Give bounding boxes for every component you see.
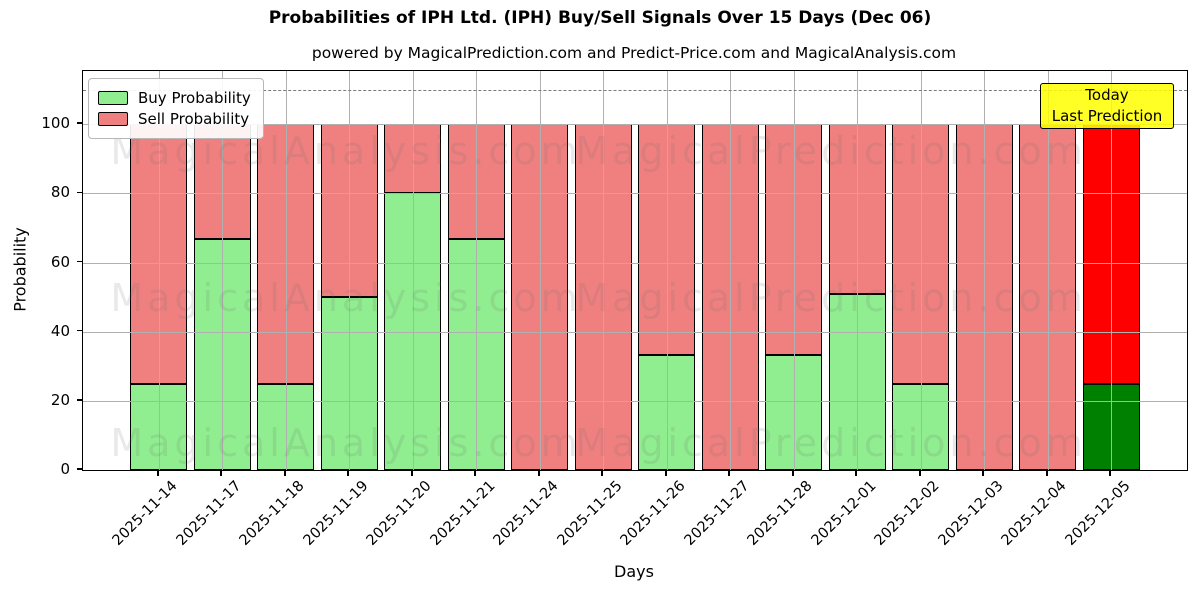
x-axis-label: Days — [614, 562, 654, 581]
bar-sell-segment — [828, 124, 886, 294]
today-annotation-box: Today Last Prediction — [1040, 83, 1174, 129]
bar-sell-segment — [320, 124, 378, 298]
x-tick-label: 2025-12-03 — [935, 478, 1007, 549]
bar-sell-segment — [1019, 124, 1077, 470]
y-tick-label: 60 — [50, 252, 70, 271]
bar-sell-segment — [257, 124, 315, 384]
sell-swatch-icon — [98, 112, 128, 126]
x-tick-mark — [220, 471, 223, 476]
x-tick-mark — [1109, 471, 1112, 476]
legend-item-sell: Sell Probability — [98, 110, 251, 128]
y-tick-mark — [77, 191, 82, 194]
y-tick-label: 40 — [50, 321, 70, 340]
today-annotation-line2: Last Prediction — [1051, 107, 1163, 125]
x-tick-label: 2025-11-24 — [491, 478, 563, 549]
bar-buy-segment — [447, 239, 505, 470]
x-tick-mark — [474, 471, 477, 476]
x-tick-label: 2025-11-28 — [745, 478, 817, 549]
x-tick-label: 2025-12-02 — [872, 478, 944, 549]
x-tick-mark — [728, 471, 731, 476]
bar-sell-segment — [955, 124, 1013, 470]
x-tick-mark — [982, 471, 985, 476]
legend-buy-label: Buy Probability — [138, 89, 251, 107]
bar-sell-segment — [384, 124, 442, 194]
bar-buy-segment — [130, 383, 188, 470]
buy-swatch-icon — [98, 91, 128, 105]
bar-buy-segment — [320, 297, 378, 470]
bar-buy-segment — [765, 354, 823, 470]
x-tick-mark — [601, 471, 604, 476]
x-tick-label: 2025-12-05 — [1062, 478, 1134, 549]
bar-buy-segment — [193, 239, 251, 470]
dashed-threshold-line — [83, 89, 1187, 91]
bar-sell-segment — [574, 124, 632, 470]
bar-sell-segment — [638, 124, 696, 355]
chart-title: Probabilities of IPH Ltd. (IPH) Buy/Sell… — [268, 8, 932, 28]
x-tick-mark — [347, 471, 350, 476]
y-tick-mark — [77, 329, 82, 332]
x-tick-mark — [918, 471, 921, 476]
x-tick-mark — [283, 471, 286, 476]
x-tick-mark — [791, 471, 794, 476]
bar-sell-segment — [765, 124, 823, 355]
y-tick-mark — [77, 260, 82, 263]
chart-subtitle: powered by MagicalPrediction.com and Pre… — [311, 44, 957, 62]
x-tick-label: 2025-12-04 — [999, 478, 1071, 549]
bar-sell-segment — [193, 124, 251, 240]
x-tick-label: 2025-11-25 — [554, 478, 626, 549]
today-annotation-line1: Today — [1085, 86, 1129, 104]
x-tick-label: 2025-11-20 — [364, 478, 436, 549]
x-tick-label: 2025-11-26 — [618, 478, 690, 549]
x-tick-mark — [664, 471, 667, 476]
x-tick-mark — [855, 471, 858, 476]
bar-sell-segment — [701, 124, 759, 470]
bar-buy-segment — [1082, 383, 1140, 470]
y-tick-mark — [77, 122, 82, 125]
bar-buy-segment — [257, 383, 315, 470]
y-tick-label: 20 — [50, 390, 70, 409]
x-tick-label: 2025-11-14 — [110, 478, 182, 549]
bar-sell-segment — [1082, 124, 1140, 384]
y-tick-label: 80 — [50, 183, 70, 202]
x-tick-label: 2025-11-19 — [300, 478, 372, 549]
x-tick-label: 2025-11-18 — [237, 478, 309, 549]
x-tick-mark — [537, 471, 540, 476]
legend: Buy Probability Sell Probability — [88, 78, 264, 139]
bar-sell-segment — [130, 124, 188, 384]
bar-buy-segment — [638, 354, 696, 470]
x-tick-label: 2025-12-01 — [808, 478, 880, 549]
x-tick-label: 2025-11-27 — [681, 478, 753, 549]
bar-buy-segment — [384, 193, 442, 470]
x-tick-label: 2025-11-17 — [173, 478, 245, 549]
bar-sell-segment — [447, 124, 505, 240]
y-tick-mark — [77, 399, 82, 401]
legend-sell-label: Sell Probability — [138, 110, 250, 128]
x-tick-mark — [410, 471, 413, 476]
y-tick-label: 100 — [41, 114, 70, 133]
x-tick-mark — [156, 471, 159, 476]
bar-sell-segment — [511, 124, 569, 470]
bar-buy-segment — [828, 293, 886, 470]
bar-sell-segment — [892, 124, 950, 384]
legend-item-buy: Buy Probability — [98, 89, 251, 107]
x-tick-label: 2025-11-21 — [427, 478, 499, 549]
bar-buy-segment — [892, 383, 950, 470]
y-tick-mark — [77, 468, 82, 470]
plot-area: MagicalAnalysis.comMagicalPrediction.com… — [82, 70, 1188, 471]
x-tick-mark — [1045, 471, 1048, 476]
y-tick-label: 0 — [60, 460, 70, 478]
